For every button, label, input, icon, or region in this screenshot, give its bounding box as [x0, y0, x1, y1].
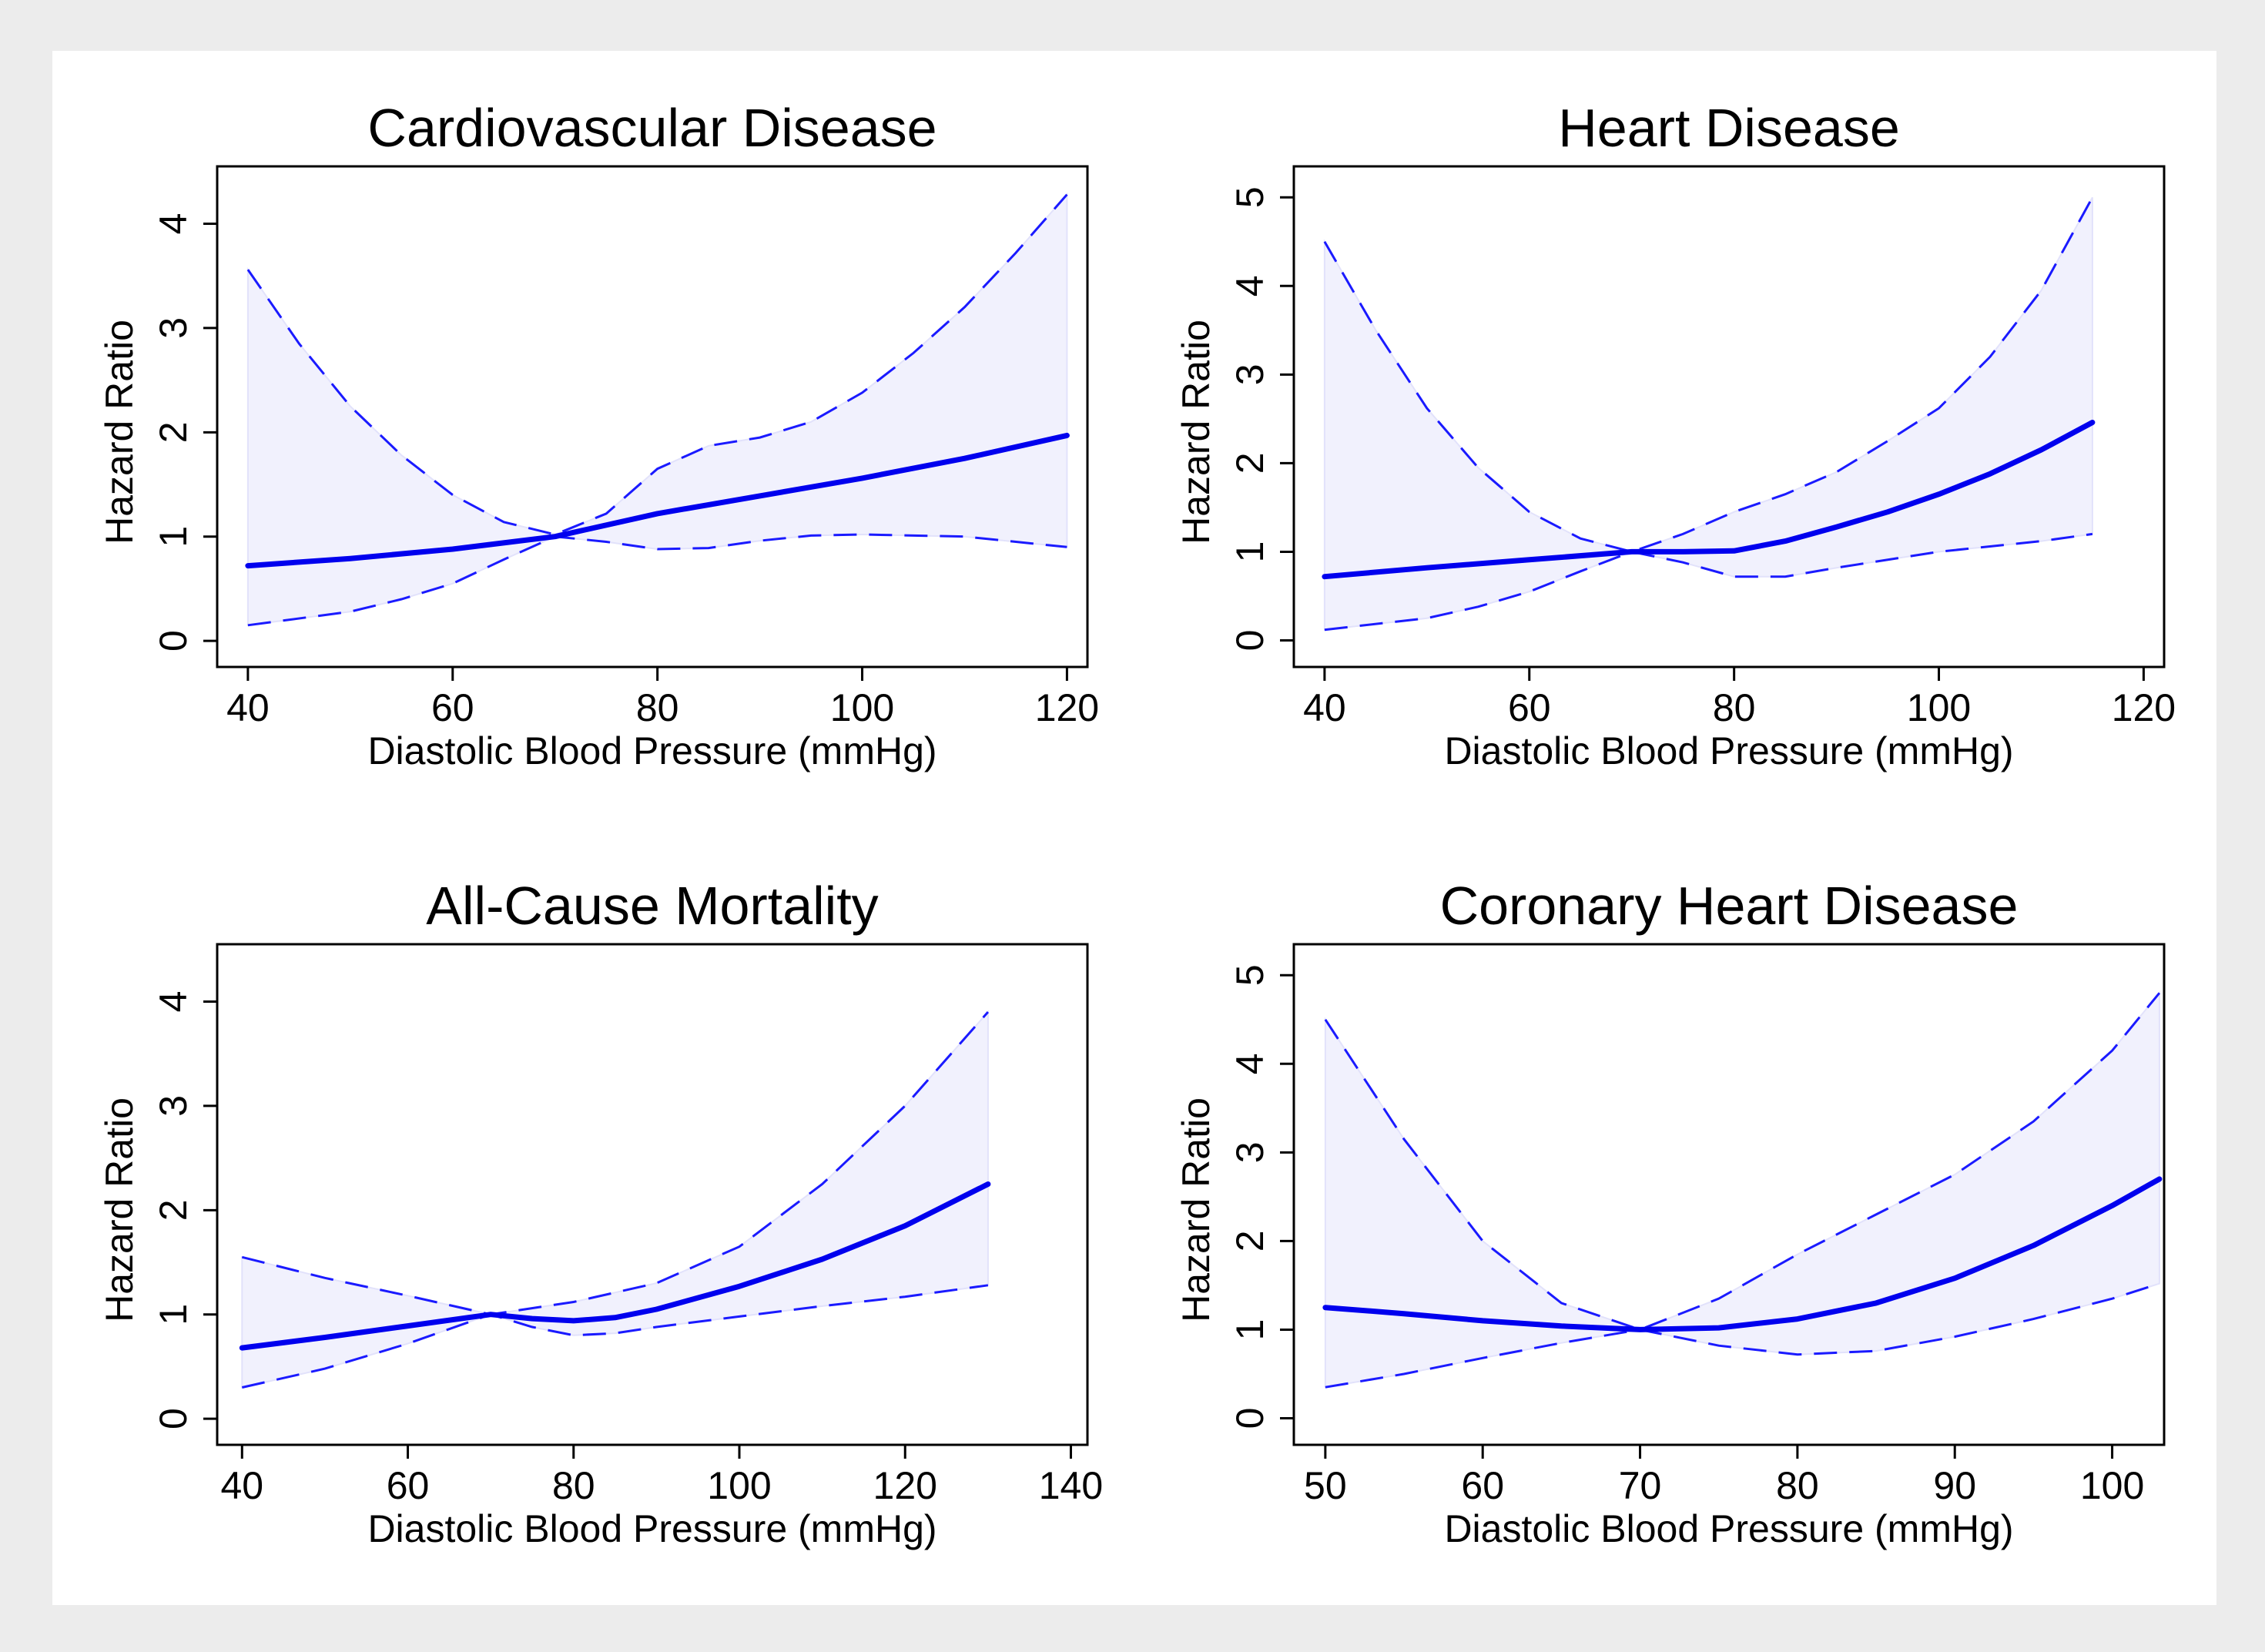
y-tick-label: 3 [152, 1095, 195, 1117]
x-tick-label: 80 [1776, 1464, 1819, 1507]
plot-frame [216, 943, 1089, 1446]
y-tick-label: 5 [1228, 186, 1272, 208]
x-tick-label: 120 [1035, 686, 1099, 729]
x-axis-label: Diastolic Blood Pressure (mmHg) [1444, 729, 2013, 772]
panel-title: All-Cause Mortality [426, 876, 878, 936]
y-tick-label: 1 [1228, 1319, 1272, 1341]
y-tick-label: 4 [152, 213, 195, 235]
y-tick-label: 1 [152, 1304, 195, 1325]
y-tick-label: 2 [1228, 452, 1272, 474]
panel-title: Cardiovascular Disease [367, 98, 936, 158]
confidence-band [246, 192, 1068, 626]
y-tick-label: 2 [1228, 1230, 1272, 1252]
y-tick-label: 4 [152, 991, 195, 1013]
ci-upper-line [241, 1011, 990, 1316]
y-tick-label: 2 [152, 1199, 195, 1221]
x-tick-label: 80 [1713, 686, 1756, 729]
y-tick-label: 1 [152, 526, 195, 548]
y-tick-label: 2 [152, 421, 195, 443]
plot-frame [1292, 165, 2166, 669]
y-tick-label: 4 [1228, 275, 1272, 297]
x-tick-label: 90 [1933, 1464, 1976, 1507]
y-tick-label: 1 [1228, 541, 1272, 563]
hazard-ratio-line [1322, 1176, 2163, 1332]
x-tick-label: 60 [387, 1464, 430, 1507]
x-tick-label: 100 [2080, 1464, 2144, 1507]
x-tick-label: 80 [636, 686, 679, 729]
x-tick-label: 60 [1508, 686, 1551, 729]
y-axis-label: Hazard Ratio [1174, 1097, 1218, 1322]
x-tick-label: 100 [1907, 686, 1971, 729]
y-tick-label: 0 [1228, 1408, 1272, 1429]
figure-frame: 40 60 80 100 120 0 1 2 3 4 Cardiovascular Disease D… [52, 51, 2216, 1605]
panel-title: Coronary Heart Disease [1440, 876, 2019, 936]
y-tick-label: 0 [152, 630, 195, 652]
y-tick-label: 3 [1228, 1141, 1272, 1163]
chart-panel-4: 50 60 70 80 90 100 0 1 2 3 4 5 Coronary Heart Diseas… [1174, 876, 2166, 1550]
y-axis-label: Hazard Ratio [1174, 320, 1218, 545]
y-axis-label: Hazard Ratio [98, 1097, 141, 1322]
hazard-ratio-line [245, 432, 1070, 569]
ci-upper-line [246, 193, 1068, 536]
ci-lower-line [241, 1284, 989, 1389]
y-tick-label: 0 [152, 1408, 195, 1429]
x-tick-label: 120 [873, 1464, 937, 1507]
chart-panel-2: 40 60 80 100 120 0 1 2 3 4 5 Heart Disease Diastolic… [1174, 98, 2176, 772]
chart-panel-3: 40 60 80 100 120 140 0 1 2 3 4 All-Cause Mortality D… [98, 876, 1103, 1550]
x-tick-label: 60 [1461, 1464, 1504, 1507]
ci-lower-line [1325, 1282, 2160, 1389]
chart-panel-1: 40 60 80 100 120 0 1 2 3 4 Cardiovascular Disease D… [98, 98, 1099, 772]
x-tick-label: 100 [707, 1464, 771, 1507]
x-axis-label: Diastolic Blood Pressure (mmHg) [367, 729, 936, 772]
confidence-band [1324, 990, 2160, 1389]
ci-lower-line [1324, 532, 2093, 632]
x-axis-label: Diastolic Blood Pressure (mmHg) [367, 1507, 936, 1550]
panel-title: Heart Disease [1558, 98, 1900, 158]
y-tick-label: 3 [152, 317, 195, 339]
x-tick-label: 50 [1304, 1464, 1347, 1507]
x-tick-label: 120 [2112, 686, 2176, 729]
y-tick-label: 5 [1228, 964, 1272, 986]
y-axis-label: Hazard Ratio [98, 320, 141, 545]
y-tick-label: 0 [1228, 630, 1272, 652]
x-tick-label: 80 [552, 1464, 595, 1507]
ci-upper-line [1323, 196, 2094, 553]
x-tick-label: 100 [830, 686, 894, 729]
ci-lower-line [247, 533, 1067, 627]
hazard-ratio-line [1322, 420, 2096, 580]
plot-frame [1292, 943, 2166, 1446]
ci-upper-line [1324, 992, 2161, 1331]
x-tick-label: 40 [220, 1464, 263, 1507]
x-tick-label: 70 [1619, 1464, 1662, 1507]
x-tick-label: 40 [226, 686, 270, 729]
x-axis-label: Diastolic Blood Pressure (mmHg) [1444, 1507, 2013, 1550]
plot-frame [216, 165, 1089, 669]
y-tick-label: 4 [1228, 1053, 1272, 1074]
x-tick-label: 40 [1303, 686, 1346, 729]
hazard-ratio-line [239, 1181, 991, 1351]
x-tick-label: 140 [1039, 1464, 1103, 1507]
y-tick-label: 3 [1228, 364, 1272, 385]
x-tick-label: 60 [431, 686, 474, 729]
